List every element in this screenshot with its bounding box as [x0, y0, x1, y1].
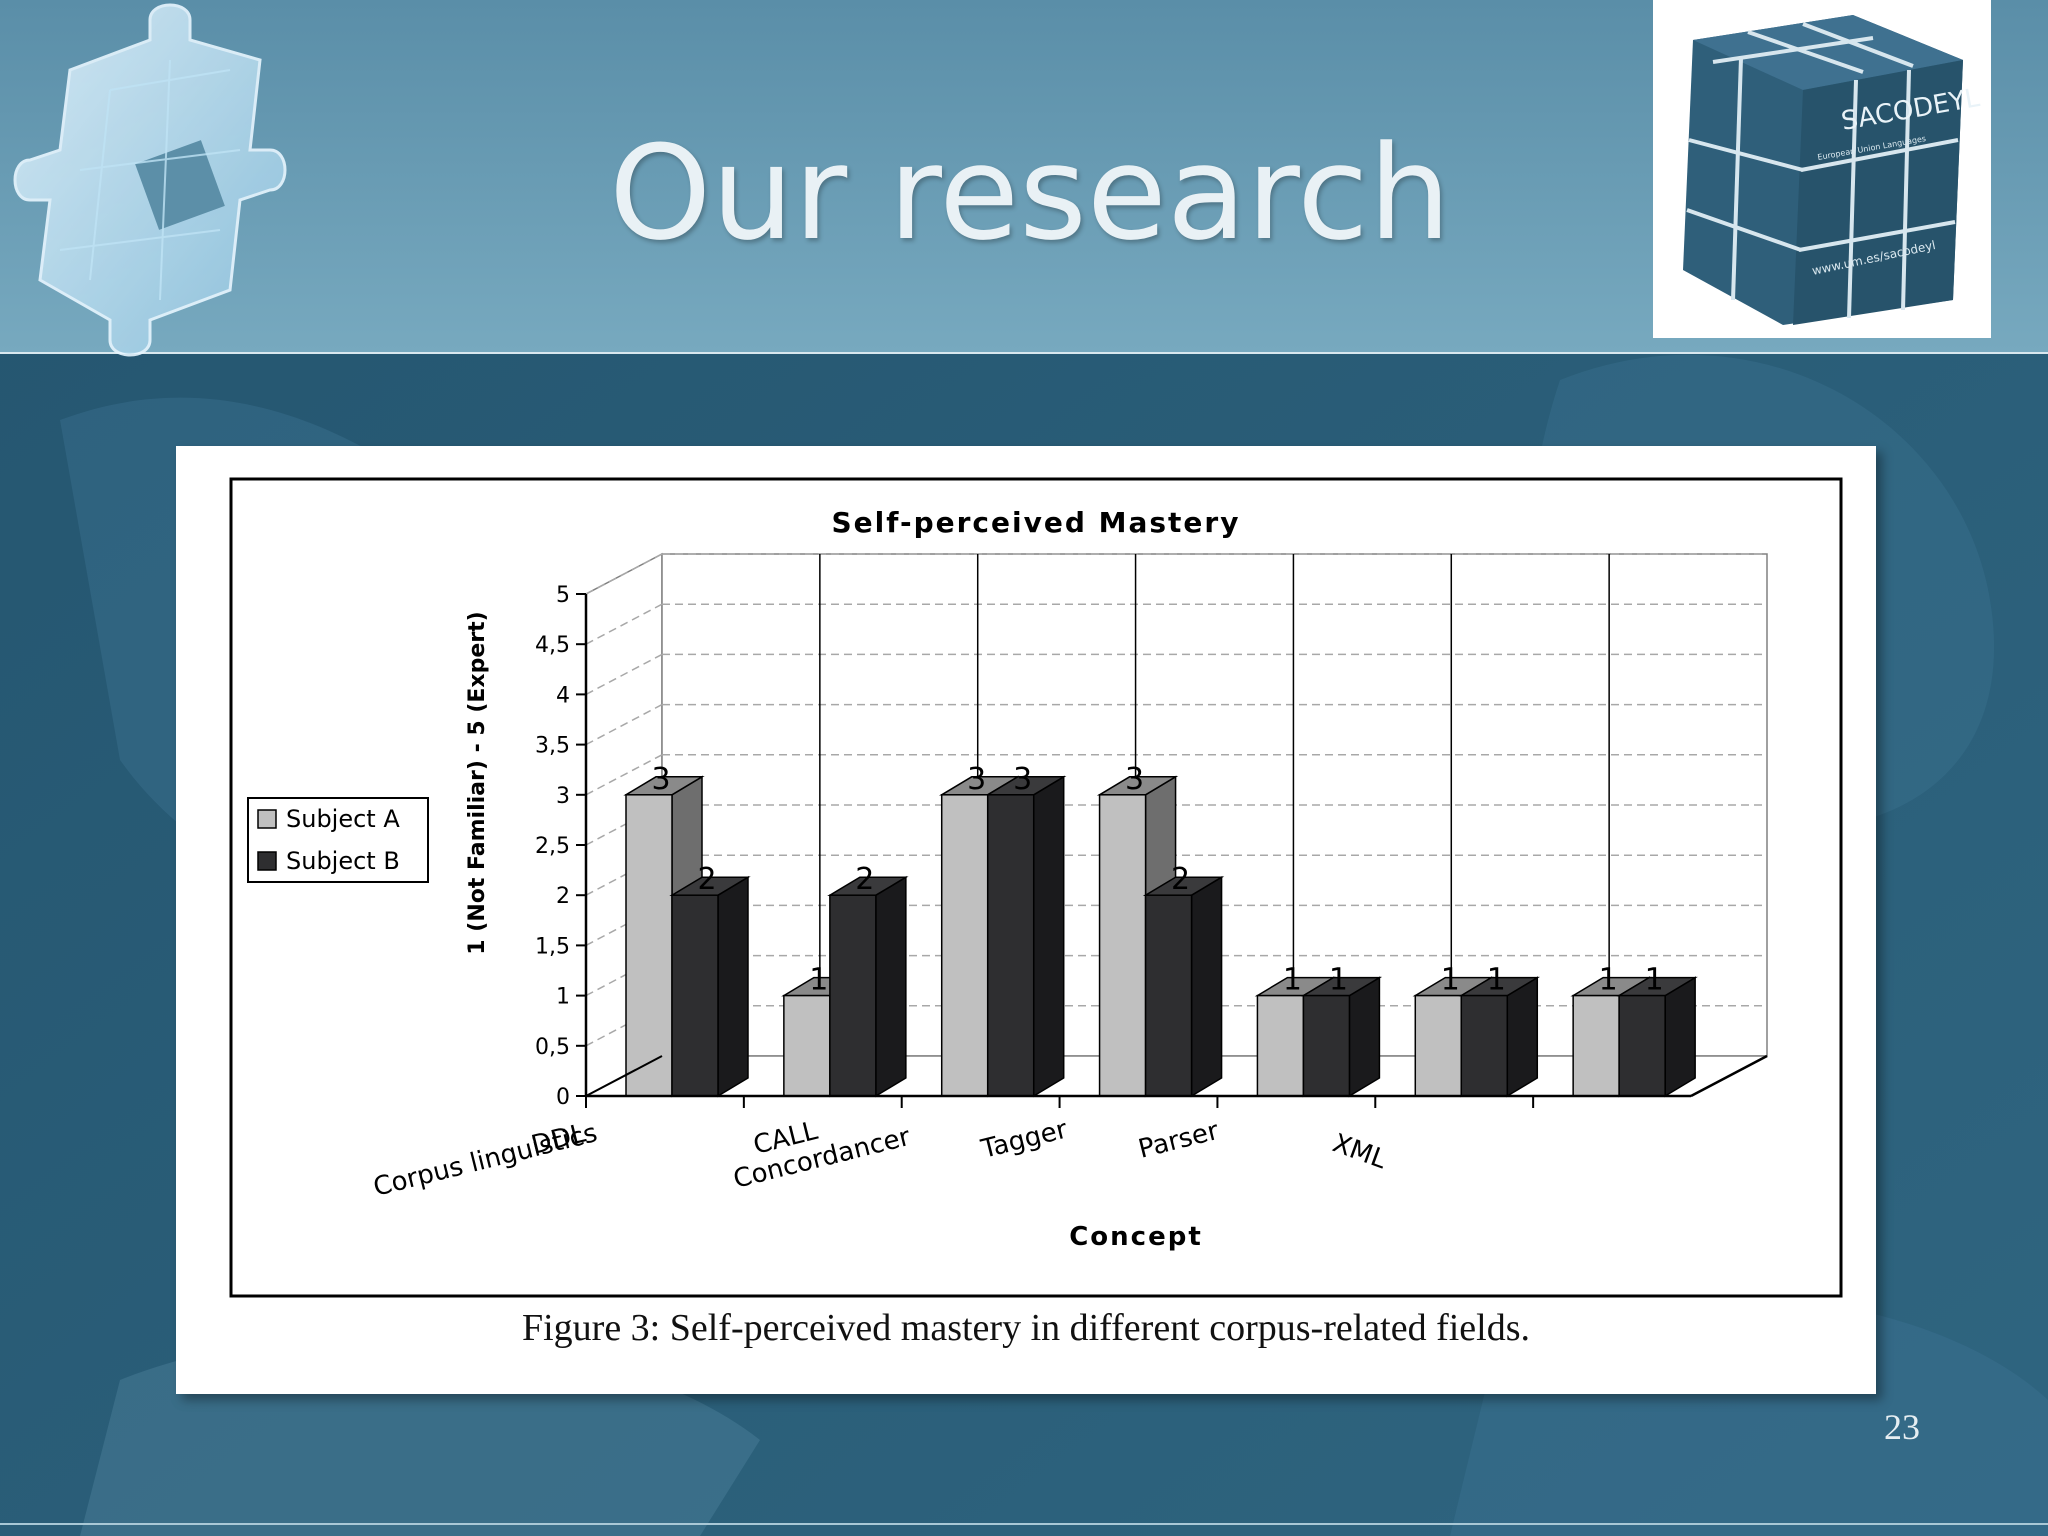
bar — [940, 794, 989, 1097]
legend-swatch-subject-a — [257, 809, 277, 829]
chart-title: Self-perceived Mastery — [832, 506, 1241, 539]
y-tick-label: 0,5 — [535, 1035, 570, 1060]
data-label: 1 — [1645, 963, 1664, 998]
bar-side — [1348, 976, 1381, 1098]
data-label: 3 — [651, 762, 670, 797]
data-label: 2 — [1171, 862, 1190, 897]
bar-side — [1032, 775, 1065, 1098]
y-tick-label: 4,5 — [535, 633, 570, 658]
bar-side — [875, 875, 907, 1098]
data-label: 3 — [1013, 762, 1032, 797]
bar — [783, 994, 831, 1097]
bar — [1144, 894, 1193, 1097]
bar — [625, 794, 673, 1097]
slide-header: Our research SACODEYL www.um.es/sacodeyl… — [0, 0, 2048, 357]
sacodeyl-logo: SACODEYL www.um.es/sacodeyl European Uni… — [1653, 0, 1991, 338]
gridline — [585, 703, 663, 746]
figure-caption: Figure 3: Self-perceived mastery in diff… — [521, 1307, 1531, 1349]
floor-edge — [585, 1055, 663, 1097]
y-tick-label: 5 — [556, 583, 570, 608]
puzzle-icon — [13, 3, 287, 357]
data-label: 2 — [855, 862, 874, 897]
data-label: 1 — [809, 963, 828, 998]
gridline — [585, 754, 663, 796]
bar-side — [1190, 875, 1223, 1098]
y-tick-label: 0 — [556, 1085, 570, 1110]
y-tick-label: 1,5 — [535, 934, 570, 959]
data-label: 3 — [967, 762, 986, 797]
y-tick-label: 2 — [556, 884, 570, 909]
bar — [1460, 994, 1509, 1097]
legend: Subject A Subject B — [247, 797, 429, 883]
y-tick-label: 2,5 — [535, 834, 570, 859]
slide-title: Our research — [609, 117, 1451, 269]
y-axis-label: 1 (Not Familiar) - 5 (Expert) — [465, 611, 490, 954]
legend-label-subject-a: Subject A — [286, 805, 400, 833]
bar — [1572, 994, 1620, 1097]
legend-label-subject-b: Subject B — [286, 847, 400, 875]
data-label: 1 — [1329, 963, 1348, 998]
y-tick-label: 3,5 — [535, 734, 570, 759]
bar — [1618, 994, 1666, 1097]
data-label: 1 — [1487, 963, 1506, 998]
data-label: 2 — [697, 862, 716, 897]
data-label: 3 — [1125, 762, 1144, 797]
bar-side — [1664, 976, 1696, 1098]
gridline — [585, 653, 663, 696]
bar — [671, 894, 719, 1097]
bar — [829, 894, 877, 1097]
data-label: 1 — [1599, 963, 1618, 998]
gridline — [585, 603, 663, 645]
bar — [1098, 794, 1147, 1097]
x-axis-label: Concept — [1069, 1222, 1203, 1252]
bar-chart: Self-perceived Mastery 1 (Not Familiar) … — [229, 477, 1843, 1298]
y-tick-label: 1 — [556, 985, 570, 1010]
bar-side — [717, 875, 749, 1098]
bar — [1256, 994, 1305, 1097]
gridline — [585, 553, 663, 595]
x-axis-depth — [1690, 1054, 1768, 1098]
bar — [1414, 994, 1463, 1097]
data-label: 1 — [1441, 963, 1460, 998]
legend-swatch-subject-b — [257, 851, 277, 871]
bar-side — [1506, 976, 1539, 1098]
chart-figure: Self-perceived Mastery 1 (Not Familiar) … — [176, 446, 1876, 1394]
y-tick-label: 3 — [556, 784, 570, 809]
bar — [1302, 994, 1351, 1097]
bar — [986, 794, 1035, 1097]
page-number: 23 — [1884, 1407, 1920, 1447]
data-label: 1 — [1283, 963, 1302, 998]
y-tick-label: 4 — [556, 683, 570, 708]
